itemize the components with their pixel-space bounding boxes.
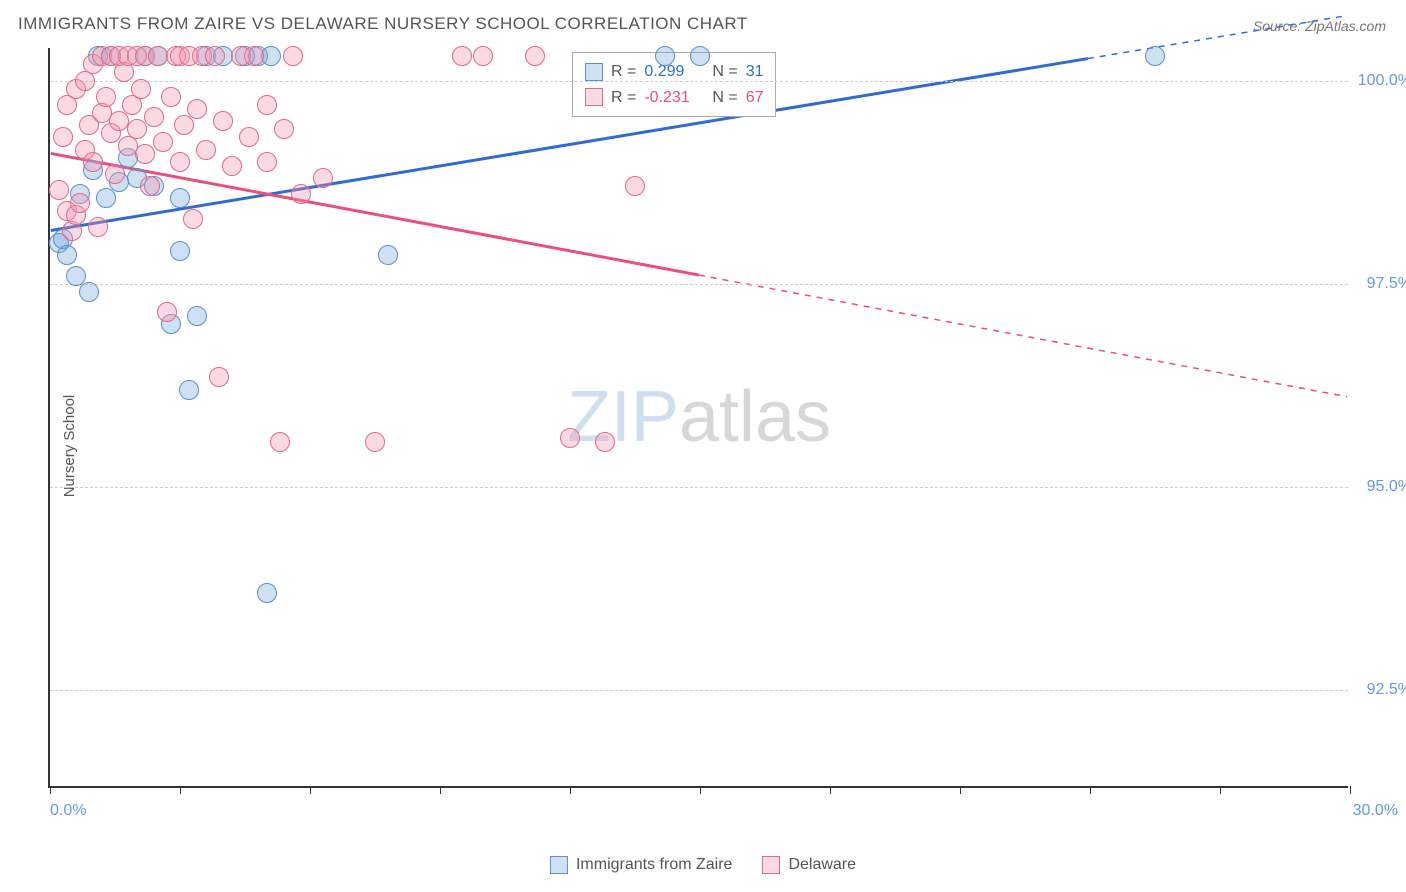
scatter-point-series-1 [196, 140, 216, 160]
scatter-point-series-1 [135, 144, 155, 164]
watermark-part2: atlas [679, 377, 831, 457]
scatter-point-series-1 [127, 119, 147, 139]
scatter-point-series-1 [187, 99, 207, 119]
grid-line [50, 81, 1348, 82]
scatter-point-series-0 [261, 46, 281, 66]
scatter-point-series-1 [170, 152, 190, 172]
scatter-point-series-1 [239, 127, 259, 147]
grid-line [50, 487, 1348, 488]
x-tick [50, 786, 51, 794]
x-tick [1350, 786, 1351, 794]
stats-n-value-1: 67 [746, 85, 764, 111]
scatter-point-series-1 [174, 115, 194, 135]
scatter-point-series-1 [83, 152, 103, 172]
scatter-point-series-1 [257, 152, 277, 172]
scatter-point-series-1 [105, 164, 125, 184]
y-tick-label: 97.5% [1367, 275, 1406, 293]
x-tick [570, 786, 571, 794]
stats-r-value-1: -0.231 [644, 85, 704, 111]
scatter-point-series-1 [153, 132, 173, 152]
x-tick [440, 786, 441, 794]
scatter-point-series-1 [244, 46, 264, 66]
legend-swatch-1 [762, 856, 780, 874]
scatter-point-series-0 [170, 188, 190, 208]
scatter-point-series-1 [452, 46, 472, 66]
scatter-point-series-1 [291, 184, 311, 204]
y-tick-label: 100.0% [1358, 72, 1406, 90]
x-tick [1090, 786, 1091, 794]
watermark-part1: ZIP [567, 377, 679, 457]
scatter-point-series-1 [88, 217, 108, 237]
scatter-point-series-1 [525, 46, 545, 66]
legend-swatch-0 [550, 856, 568, 874]
scatter-point-series-1 [49, 180, 69, 200]
scatter-point-series-1 [283, 46, 303, 66]
scatter-point-series-1 [365, 432, 385, 452]
scatter-point-series-1 [131, 79, 151, 99]
scatter-point-series-0 [378, 245, 398, 265]
scatter-point-series-0 [257, 583, 277, 603]
scatter-point-series-1 [96, 87, 116, 107]
legend-item-series-0: Immigrants from Zaire [550, 856, 732, 874]
scatter-point-series-0 [57, 245, 77, 265]
x-axis-label-max: 30.0% [1353, 802, 1398, 820]
scatter-point-series-0 [690, 46, 710, 66]
scatter-point-series-0 [79, 282, 99, 302]
scatter-point-series-0 [655, 46, 675, 66]
scatter-point-series-1 [625, 176, 645, 196]
trend-line-solid-series-1 [51, 153, 699, 275]
scatter-point-series-1 [270, 432, 290, 452]
scatter-point-series-1 [157, 302, 177, 322]
scatter-point-series-0 [1145, 46, 1165, 66]
scatter-point-series-1 [473, 46, 493, 66]
scatter-point-series-1 [257, 95, 277, 115]
stats-row-series-1: R = -0.231 N = 67 [585, 85, 763, 111]
stats-r-label: R = [611, 85, 636, 111]
scatter-point-series-1 [161, 87, 181, 107]
scatter-point-series-1 [70, 193, 90, 213]
y-tick-label: 92.5% [1367, 681, 1406, 699]
scatter-point-series-0 [187, 306, 207, 326]
y-tick-label: 95.0% [1367, 478, 1406, 496]
scatter-point-series-0 [96, 188, 116, 208]
scatter-point-series-1 [560, 428, 580, 448]
source-label: Source: ZipAtlas.com [1253, 18, 1386, 34]
scatter-point-series-0 [179, 380, 199, 400]
scatter-point-series-1 [213, 111, 233, 131]
x-tick [1220, 786, 1221, 794]
scatter-point-series-0 [170, 241, 190, 261]
scatter-point-series-1 [274, 119, 294, 139]
scatter-point-series-1 [53, 127, 73, 147]
x-tick [700, 786, 701, 794]
scatter-point-series-1 [595, 432, 615, 452]
stats-box: R =0.299N =31R =-0.231N =67 [572, 52, 776, 117]
x-axis-label-min: 0.0% [50, 802, 86, 820]
scatter-point-series-1 [205, 46, 225, 66]
legend-bottom: Immigrants from Zaire Delaware [550, 856, 856, 874]
scatter-point-series-1 [144, 107, 164, 127]
x-tick [310, 786, 311, 794]
x-tick [180, 786, 181, 794]
trend-lines-svg [50, 48, 1348, 786]
x-tick [960, 786, 961, 794]
legend-label-1: Delaware [788, 856, 856, 874]
grid-line [50, 284, 1348, 285]
plot-area: ZIPatlas 0.0% 30.0% R =0.299N =31R =-0.2… [48, 48, 1348, 788]
scatter-point-series-1 [183, 209, 203, 229]
trend-line-dashed-series-1 [699, 275, 1347, 397]
chart-container: IMMIGRANTS FROM ZAIRE VS DELAWARE NURSER… [0, 0, 1406, 892]
stats-n-label: N = [712, 85, 737, 111]
scatter-point-series-1 [222, 156, 242, 176]
scatter-point-series-1 [313, 168, 333, 188]
x-tick [830, 786, 831, 794]
scatter-point-series-1 [140, 176, 160, 196]
legend-label-0: Immigrants from Zaire [576, 856, 732, 874]
stats-swatch-1 [585, 88, 603, 106]
grid-line [50, 690, 1348, 691]
chart-title: IMMIGRANTS FROM ZAIRE VS DELAWARE NURSER… [18, 14, 748, 34]
legend-item-series-1: Delaware [762, 856, 856, 874]
scatter-point-series-1 [209, 367, 229, 387]
stats-swatch-0 [585, 63, 603, 81]
